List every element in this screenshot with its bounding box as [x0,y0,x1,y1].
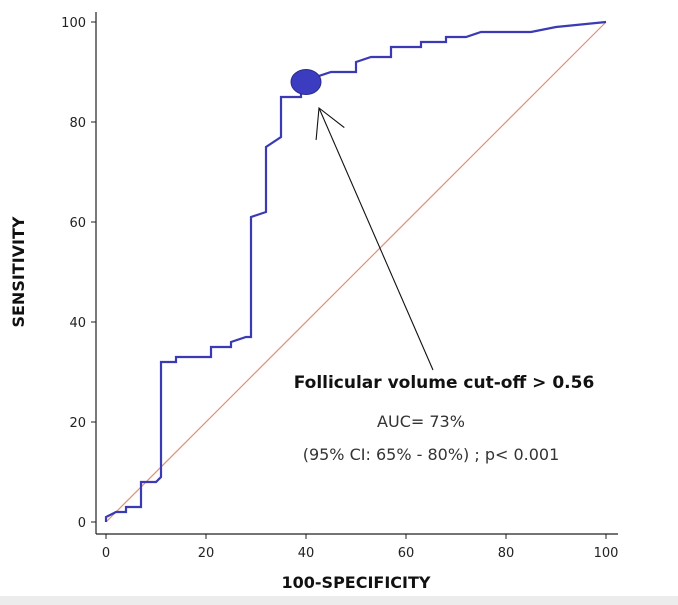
cutoff-annotation: Follicular volume cut-off > 0.56 [294,373,595,393]
reference-line [105,21,607,523]
ticks: 0 20 40 60 80 100 0 20 40 60 80 100 [61,16,618,561]
x-axis-title: 100-SPECIFICITY [282,573,431,592]
y-tick-label: 20 [69,416,86,431]
axes [95,12,618,535]
y-tick-label: 100 [61,16,86,31]
x-tick-label: 60 [398,546,415,561]
auc-annotation: AUC= 73% [377,412,465,431]
x-tick-label: 20 [198,546,215,561]
roc-curve [104,20,607,522]
y-tick-label: 40 [69,316,86,331]
arrow-head [315,106,345,140]
y-tick-label: 60 [69,216,86,231]
ci-annotation: (95% CI: 65% - 80%) ; p< 0.001 [303,445,560,464]
y-tick-label: 0 [78,516,86,531]
x-tick-label: 40 [298,546,315,561]
marks [290,69,434,371]
x-tick-label: 100 [594,546,619,561]
x-tick-label: 0 [102,546,110,561]
cutoff-point [290,69,322,95]
y-tick-label: 80 [69,116,86,131]
plot-area [104,20,607,523]
x-tick-label: 80 [498,546,515,561]
bottom-strip [0,596,678,605]
y-axis-title: SENSITIVITY [9,216,28,327]
arrow-shaft [318,107,434,371]
